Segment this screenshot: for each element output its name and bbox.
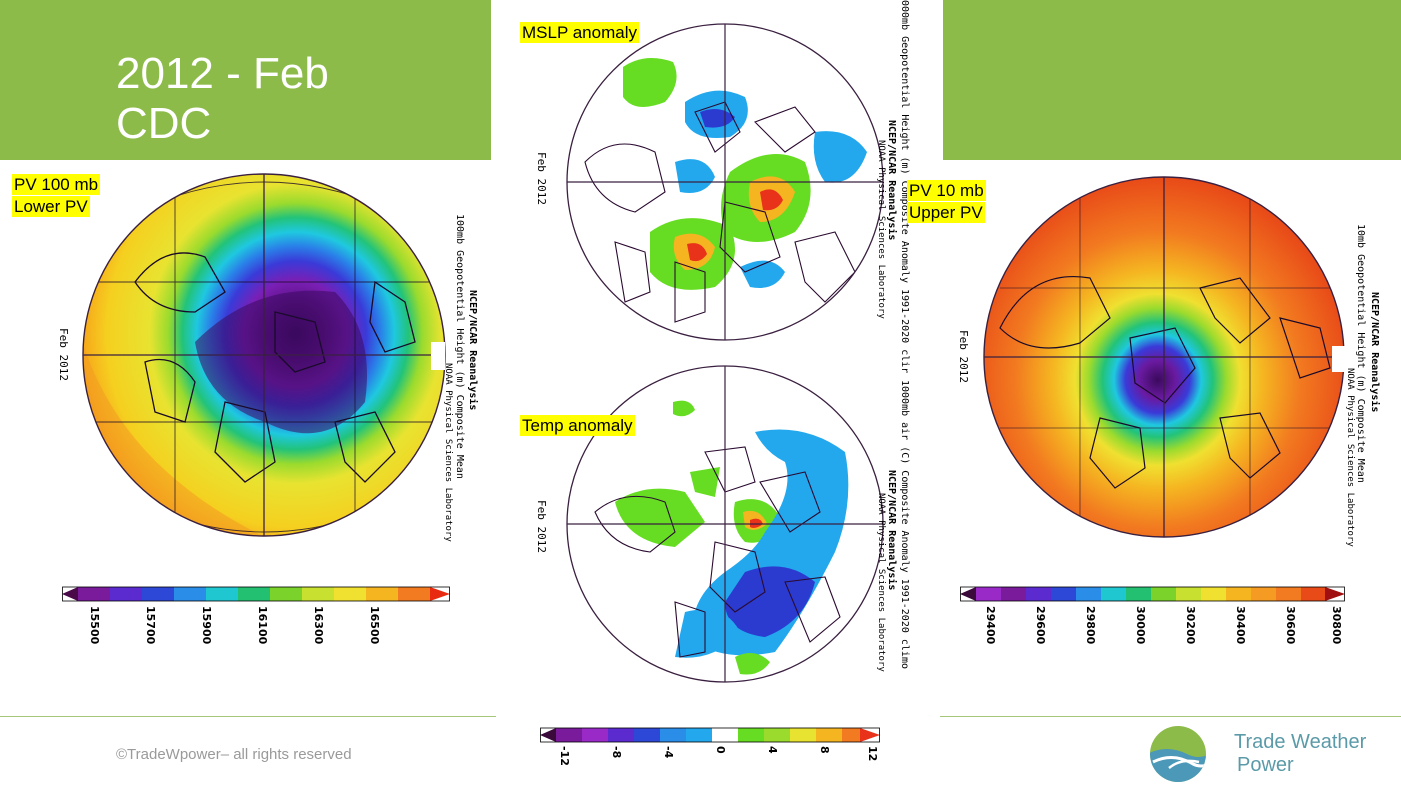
pv100-lab: NOAA Physical Sciences Laboratory	[443, 363, 453, 542]
header-band-right	[943, 0, 1401, 160]
footer-rule-left	[0, 716, 496, 717]
mslp-lab: NOAA Physical Sciences Laboratory	[876, 140, 886, 319]
pv100-tick-5: 16500	[368, 606, 381, 645]
pv100-tick-3: 16100	[256, 606, 269, 645]
slide-title-line1: 2012 - Feb	[116, 49, 329, 98]
pv100-colorbar	[62, 586, 450, 602]
pv100-label-1: PV 100 mb	[12, 174, 101, 195]
footer-rule-right	[940, 716, 1401, 717]
temp-tick-0: -12	[558, 746, 571, 766]
pv100-label-2: Lower PV	[12, 196, 90, 217]
temp-label: Temp anomaly	[520, 415, 635, 436]
pv10-tick-5: 30400	[1234, 606, 1247, 645]
mslp-map	[566, 23, 884, 341]
temp-tick-5: 8	[818, 746, 831, 754]
temp-tick-4: 4	[766, 746, 779, 754]
pv10-colorbar	[960, 586, 1345, 602]
pv10-map	[983, 176, 1346, 538]
mslp-label: MSLP anomaly	[520, 22, 639, 43]
temp-variable: 1000mb air (C) Composite Anomaly 1991-20…	[899, 380, 910, 669]
pv100-tick-2: 15900	[200, 606, 213, 645]
temp-lab: NOAA Physical Sciences Laboratory	[876, 493, 886, 672]
pv100-tick-4: 16300	[312, 606, 325, 645]
temp-tick-2: -4	[662, 746, 675, 759]
pv10-tick-1: 29600	[1034, 606, 1047, 645]
pv10-source: NCEP/NCAR Reanalysis	[1369, 292, 1380, 413]
pv10-variable: 10mb Geopotential Height (m) Composite M…	[1355, 224, 1366, 483]
pv100-source: NCEP/NCAR Reanalysis	[467, 290, 478, 411]
temp-date: Feb 2012	[535, 500, 548, 553]
temp-map	[566, 365, 884, 683]
pv100-variable: 100mb Geopotential Height (m) Composite …	[454, 214, 465, 479]
pv10-lab: NOAA Physical Sciences Laboratory	[1345, 368, 1355, 547]
pv10-tick-7: 30800	[1330, 606, 1343, 645]
temp-source: NCEP/NCAR Reanalysis	[886, 470, 897, 591]
mslp-source: NCEP/NCAR Reanalysis	[886, 120, 897, 241]
brand-logo	[1150, 726, 1206, 782]
temp-tick-6: 12	[866, 746, 879, 762]
pv10-tick-0: 29400	[984, 606, 997, 645]
brand-name-line2: Power	[1237, 754, 1294, 776]
temp-colorbar	[540, 727, 880, 743]
pv10-tick-2: 29800	[1084, 606, 1097, 645]
pv10-tick-6: 30600	[1284, 606, 1297, 645]
pv100-tick-1: 15700	[144, 606, 157, 645]
temp-tick-3: 0	[714, 746, 727, 754]
slide-title-line2: CDC	[116, 99, 212, 148]
pv100-map	[82, 173, 446, 537]
brand-name-line1: Trade Weather	[1234, 731, 1367, 753]
header-band-left	[0, 0, 491, 160]
pv10-tick-4: 30200	[1184, 606, 1197, 645]
pv10-label-2: Upper PV	[907, 202, 985, 223]
pv100-date: Feb 2012	[57, 328, 70, 381]
pv10-date: Feb 2012	[957, 330, 970, 383]
mslp-date: Feb 2012	[535, 152, 548, 205]
pv100-tick-0: 15500	[88, 606, 101, 645]
pv10-label-1: PV 10 mb	[907, 180, 986, 201]
temp-tick-1: -8	[610, 746, 623, 759]
pv10-tick-3: 30000	[1134, 606, 1147, 645]
copyright: ©TradeWpower– all rights reserved	[116, 746, 352, 763]
